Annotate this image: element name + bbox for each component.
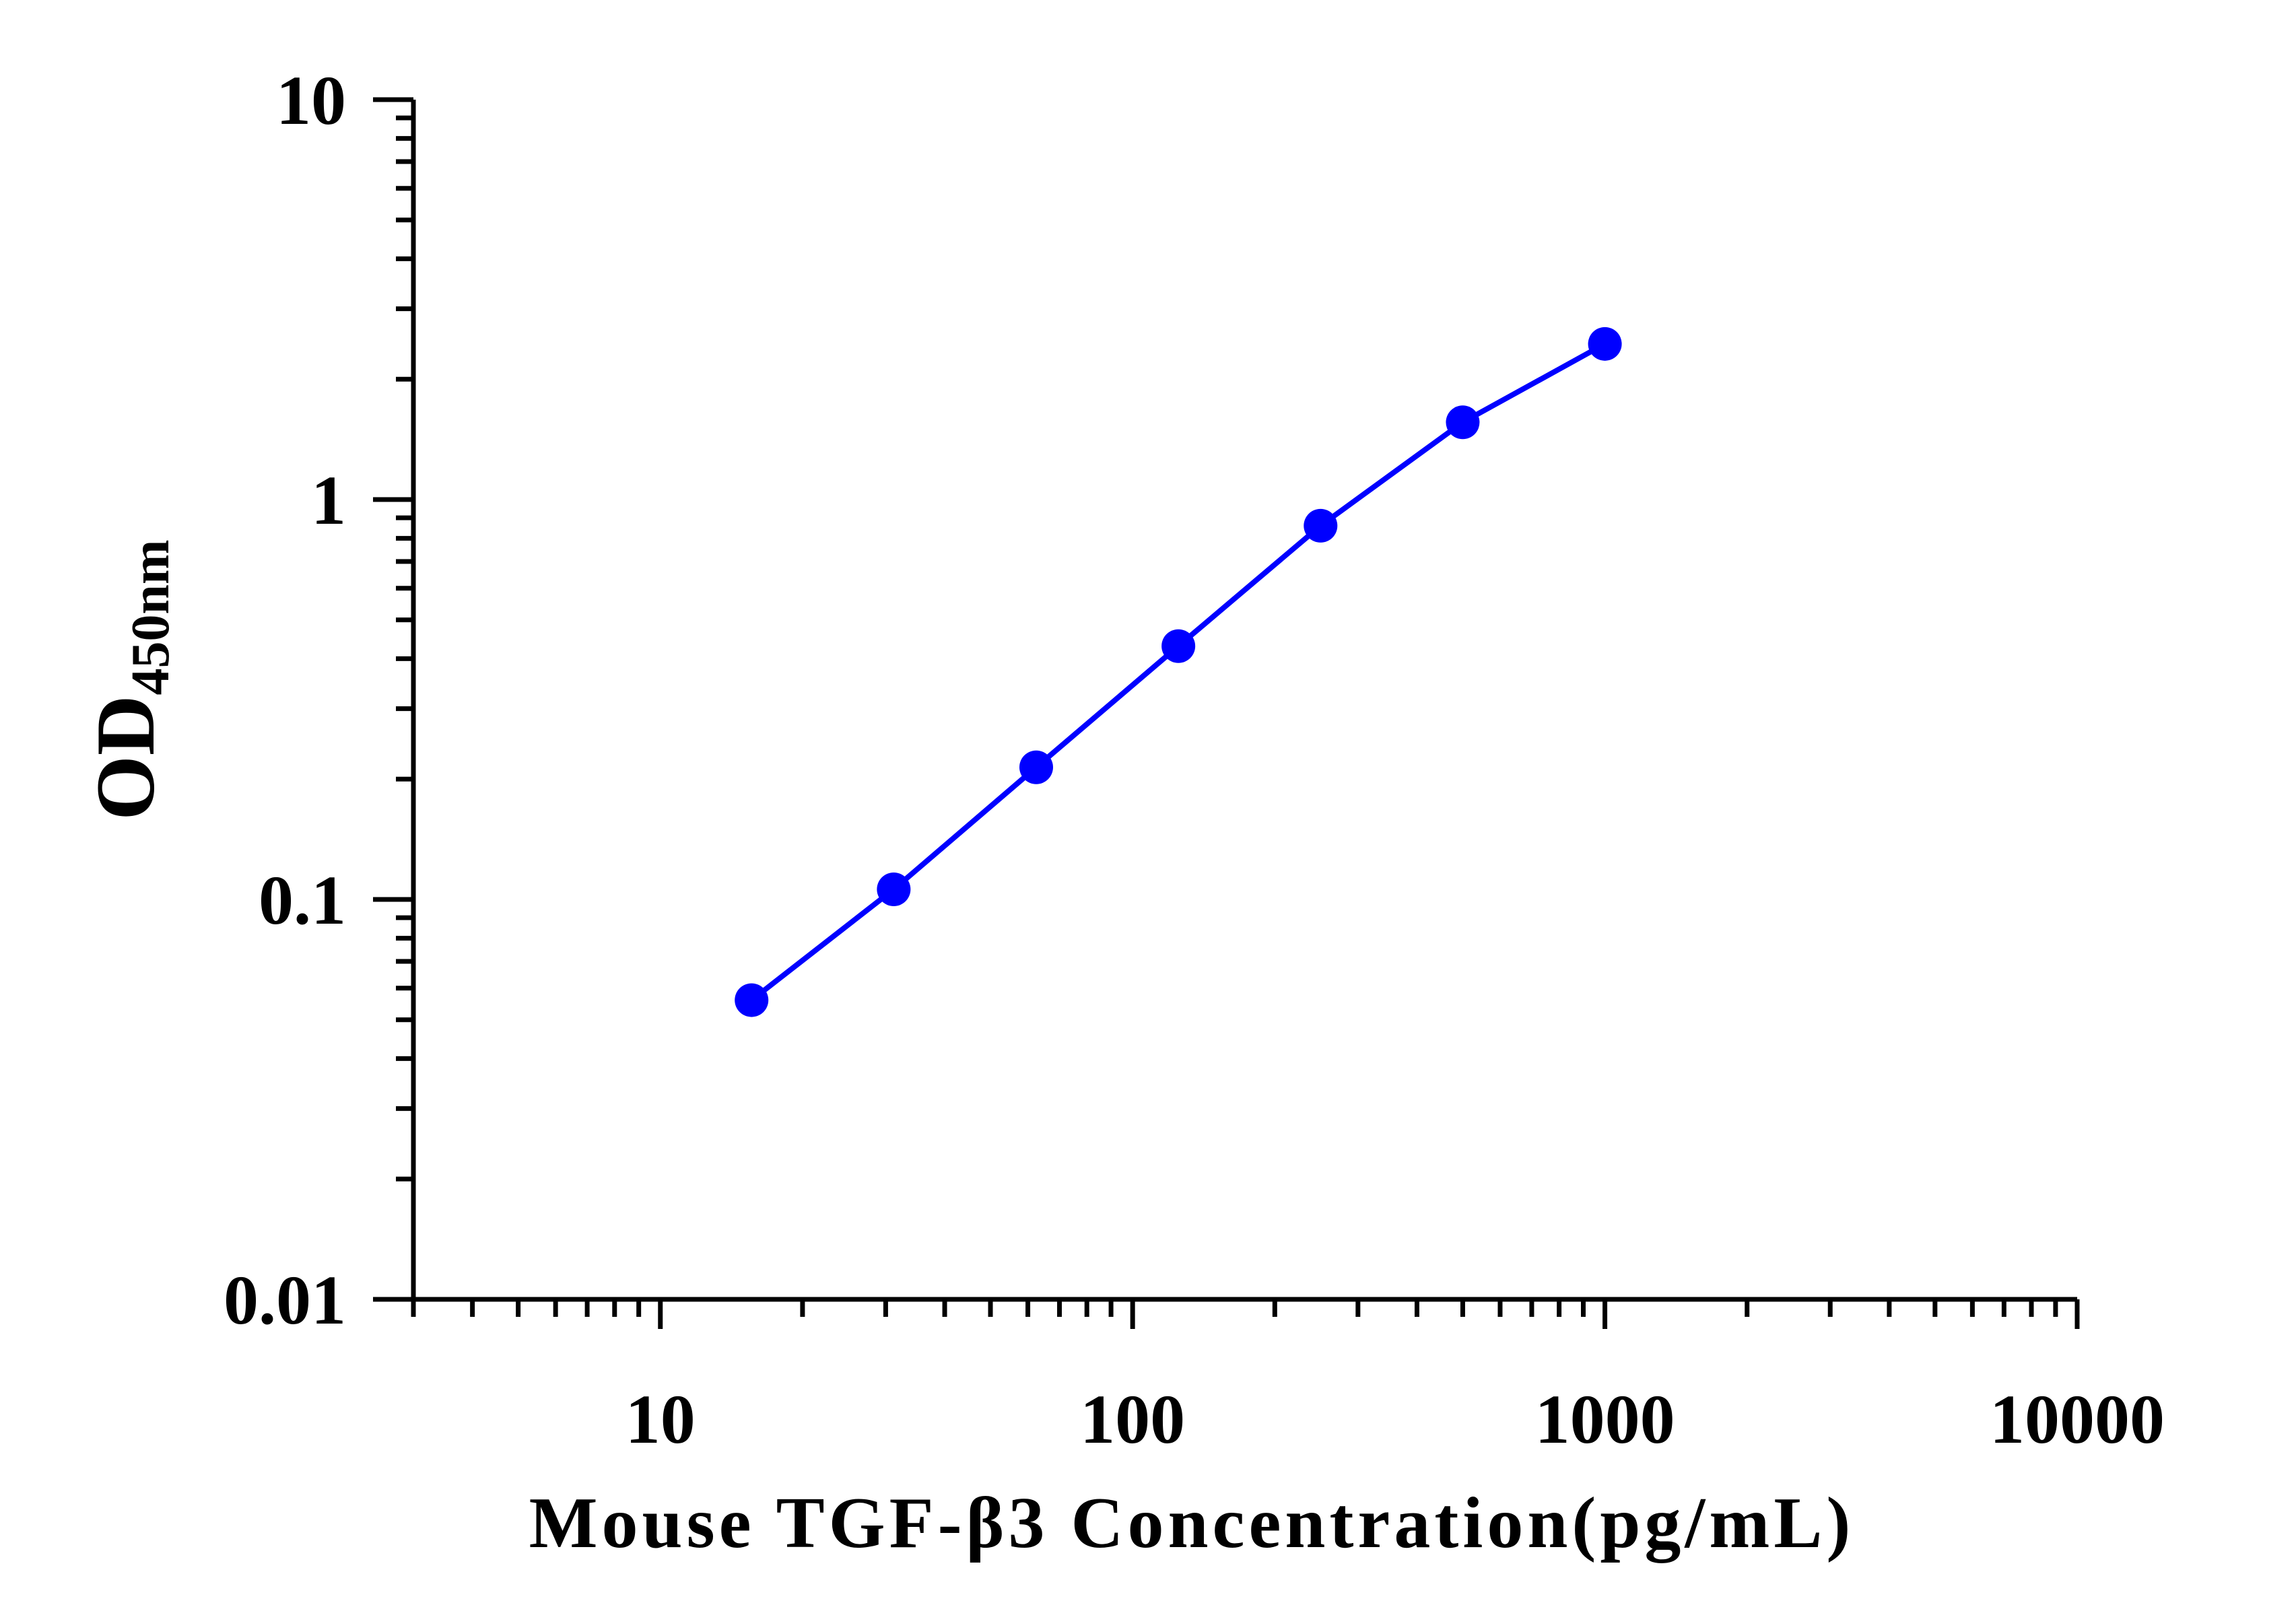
tick-labels: 10 100 1000 10000 0.01 0.1 1 10 [224,62,2165,1458]
series-line [749,341,1607,1002]
y-axis-title-main: OD [79,695,172,821]
x-axis-title: Mouse TGF-β3 Concentration(pg/mL) [529,1483,1855,1563]
x-tick-label: 10 [626,1381,696,1458]
y-tick-label: 10 [276,62,346,139]
y-axis-title: OD450nm [79,539,180,820]
axes [411,100,2077,1302]
y-tick-label: 1 [311,462,346,539]
data-point [1019,750,1053,784]
data-point [735,983,769,1017]
y-tick-label: 0.01 [224,1262,346,1339]
data-point [1446,405,1480,440]
data-point [1304,508,1338,543]
y-axis-title-subscript: 450nm [121,539,180,695]
x-tick-label: 1000 [1535,1381,1675,1458]
ticks [373,97,2080,1329]
series [735,327,1622,1017]
x-tick-label: 10000 [1990,1381,2165,1458]
data-point [877,872,911,906]
data-point [1588,327,1622,361]
x-tick-label: 100 [1080,1381,1185,1458]
y-tick-label: 0.1 [259,862,346,939]
data-point [1161,629,1196,663]
